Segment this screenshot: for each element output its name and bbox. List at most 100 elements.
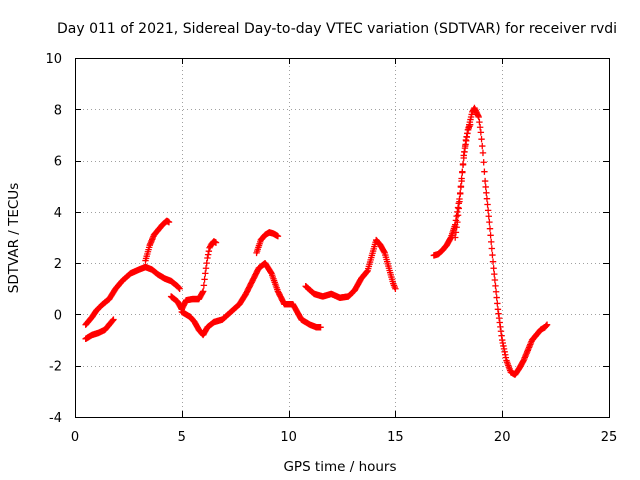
data-point-marker bbox=[461, 142, 469, 150]
data-point-marker bbox=[483, 195, 491, 202]
data-point-marker bbox=[175, 284, 183, 292]
data-point-marker bbox=[455, 205, 462, 212]
data-point-marker bbox=[202, 270, 209, 277]
data-point-marker bbox=[176, 285, 183, 292]
y-tick-label: 2 bbox=[54, 257, 62, 272]
data-point-marker bbox=[203, 259, 210, 267]
data-point-marker bbox=[488, 245, 496, 252]
tick-layer: 0 5 10 15 20 25 -4 -2 0 2 4 6 8 10 bbox=[45, 52, 617, 445]
data-point-marker bbox=[479, 149, 487, 157]
data-point-marker bbox=[486, 225, 494, 232]
series-arc-3 bbox=[142, 217, 173, 264]
data-point-marker bbox=[317, 324, 324, 331]
series-arc-6 bbox=[253, 229, 282, 257]
data-point-marker bbox=[489, 251, 496, 259]
data-point-marker bbox=[486, 218, 493, 226]
data-point-marker bbox=[165, 218, 173, 226]
y-tick-label: 10 bbox=[45, 52, 62, 67]
data-point-marker bbox=[454, 204, 462, 211]
data-point-marker bbox=[491, 276, 499, 284]
data-point-marker bbox=[452, 229, 460, 236]
data-point-marker bbox=[456, 190, 464, 198]
data-point-marker bbox=[392, 285, 399, 292]
series-arc-9 bbox=[452, 121, 474, 241]
data-point-marker bbox=[487, 232, 494, 239]
data-point-marker bbox=[485, 213, 492, 220]
series-arc-1 bbox=[82, 316, 117, 342]
data-point-marker bbox=[489, 258, 497, 265]
data-point-marker bbox=[462, 136, 470, 144]
data-point-marker bbox=[490, 265, 497, 272]
x-tick-label: 20 bbox=[494, 430, 511, 445]
x-tick-label: 0 bbox=[71, 430, 79, 445]
x-tick-label: 5 bbox=[178, 430, 186, 445]
data-point-marker bbox=[484, 201, 491, 208]
y-tick-label: 6 bbox=[54, 155, 62, 170]
y-tick-label: 4 bbox=[54, 206, 62, 221]
series-arc-7 bbox=[302, 236, 399, 301]
y-tick-label: -2 bbox=[49, 360, 62, 375]
series-arc-5 bbox=[178, 259, 324, 339]
y-tick-label: -4 bbox=[49, 411, 62, 426]
data-point-marker bbox=[492, 288, 500, 295]
data-point-marker bbox=[477, 129, 485, 136]
data-point-marker bbox=[476, 118, 483, 126]
data-point-marker bbox=[481, 177, 489, 185]
data-point-marker bbox=[109, 317, 116, 324]
data-point-marker bbox=[212, 239, 220, 246]
data-point-marker bbox=[480, 159, 487, 166]
data-point-marker bbox=[459, 168, 466, 175]
data-point-marker bbox=[458, 175, 465, 182]
x-tick-label: 25 bbox=[601, 430, 618, 445]
y-tick-label: 8 bbox=[54, 103, 62, 118]
data-point-marker bbox=[205, 247, 213, 255]
data-point-marker bbox=[460, 154, 467, 162]
data-point-marker bbox=[494, 300, 501, 307]
data-point-marker bbox=[484, 207, 492, 214]
data-point-marker bbox=[453, 224, 460, 231]
data-point-marker bbox=[204, 251, 212, 258]
data-point-marker bbox=[454, 218, 461, 226]
data-point-marker bbox=[543, 321, 551, 328]
data-point-marker bbox=[201, 276, 208, 283]
plot-frame bbox=[75, 58, 610, 418]
data-layer bbox=[82, 104, 551, 378]
data-point-marker bbox=[454, 208, 461, 216]
data-point-marker bbox=[476, 124, 484, 131]
data-point-marker bbox=[454, 212, 462, 219]
series-arc-4 bbox=[167, 238, 220, 313]
data-point-marker bbox=[456, 198, 463, 205]
data-point-marker bbox=[110, 316, 117, 323]
data-point-marker bbox=[482, 183, 489, 191]
x-tick-label: 10 bbox=[280, 430, 297, 445]
data-point-marker bbox=[493, 294, 500, 301]
data-point-marker bbox=[478, 136, 485, 143]
data-point-marker bbox=[475, 113, 482, 121]
x-axis-label: GPS time / hours bbox=[283, 459, 396, 475]
data-point-marker bbox=[483, 189, 490, 197]
x-tick-label: 15 bbox=[387, 430, 404, 445]
data-point-marker bbox=[453, 212, 460, 220]
series-arc-2 bbox=[82, 263, 183, 328]
data-point-marker bbox=[481, 168, 488, 175]
data-point-marker bbox=[543, 322, 550, 329]
data-point-marker bbox=[466, 121, 474, 128]
data-point-marker bbox=[204, 254, 211, 262]
data-point-marker bbox=[461, 148, 468, 156]
data-point-marker bbox=[202, 265, 210, 272]
data-point-marker bbox=[199, 288, 207, 295]
chart-title: Day 011 of 2021, Sidereal Day-to-day VTE… bbox=[57, 21, 617, 37]
y-tick-label: 0 bbox=[54, 308, 62, 323]
data-point-marker bbox=[464, 130, 471, 137]
data-point-marker bbox=[457, 183, 465, 190]
data-point-marker bbox=[200, 282, 208, 289]
data-point-marker bbox=[452, 234, 459, 241]
data-point-marker bbox=[459, 161, 467, 169]
data-point-marker bbox=[488, 238, 495, 246]
data-point-marker bbox=[274, 233, 282, 240]
data-point-marker bbox=[463, 133, 470, 140]
data-point-marker bbox=[492, 282, 499, 290]
y-axis-label: SDTVAR / TECUs bbox=[6, 183, 22, 293]
